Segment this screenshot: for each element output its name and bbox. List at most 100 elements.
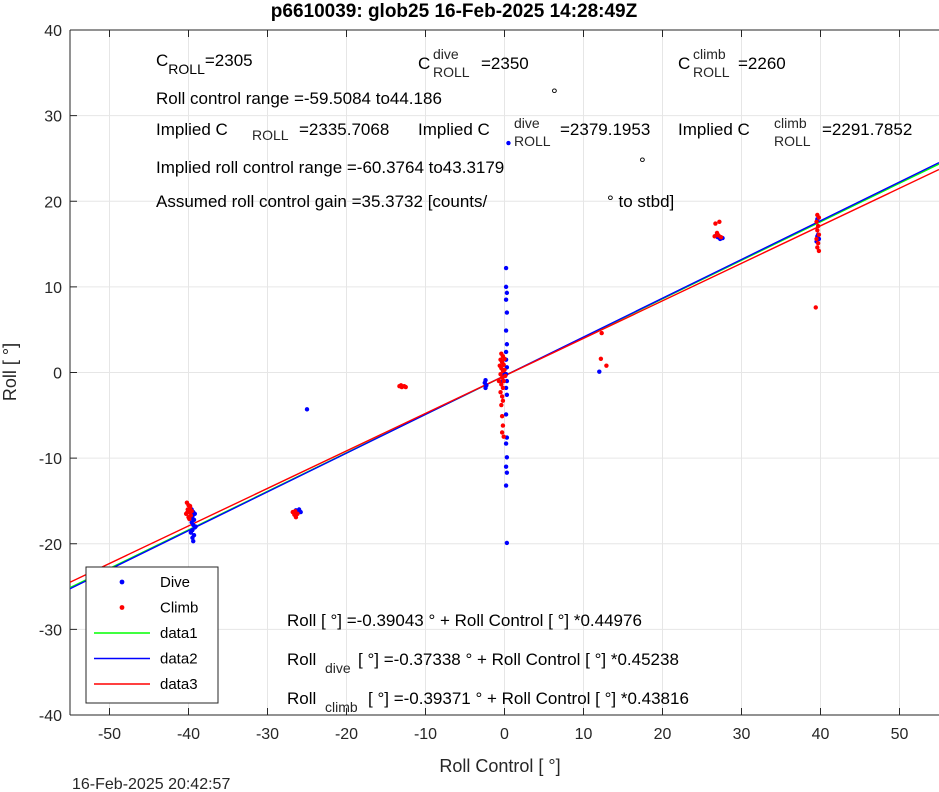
x-tick-label: -50 bbox=[98, 726, 121, 743]
dive-point bbox=[503, 412, 509, 417]
y-tick-label: -30 bbox=[39, 622, 62, 639]
x-tick-label: -30 bbox=[256, 726, 279, 743]
dive-point bbox=[504, 455, 510, 460]
dive-point bbox=[597, 369, 602, 374]
chart-title: p6610039: glob25 16-Feb-2025 14:28:49Z bbox=[271, 1, 638, 22]
annot-implied-c-climb: Implied C bbox=[678, 120, 750, 139]
x-tick-label: -20 bbox=[335, 726, 358, 743]
y-tick-label: -20 bbox=[39, 537, 62, 554]
dive-point bbox=[503, 483, 509, 488]
annot-fit-dive-sub: dive bbox=[325, 660, 351, 676]
x-tick-label: 20 bbox=[654, 726, 672, 743]
annot-implied-c-sub: ROLL bbox=[252, 127, 289, 143]
climb-point bbox=[403, 384, 408, 390]
legend-label-data1: data1 bbox=[160, 625, 198, 642]
climb-point bbox=[816, 248, 822, 254]
climb-point bbox=[501, 378, 506, 384]
climb-point bbox=[816, 232, 822, 237]
annot-fit-climb-eq: [ °] =-0.39371 ° + Roll Control [ °] *0.… bbox=[368, 689, 689, 708]
annotations: CROLL=2305 C dive ROLL =2350 C climb ROL… bbox=[156, 46, 912, 715]
legend-label-climb: Climb bbox=[160, 600, 198, 617]
x-tick-label: 50 bbox=[891, 726, 909, 743]
climb-point bbox=[398, 383, 404, 388]
climb-point bbox=[499, 382, 504, 387]
annot-fit-climb-sub: climb bbox=[325, 699, 358, 715]
climb-point bbox=[712, 234, 717, 239]
x-tick-label: 0 bbox=[500, 726, 509, 743]
dive-point bbox=[503, 265, 509, 271]
x-tick-label: 10 bbox=[575, 726, 593, 743]
y-tick-label: -10 bbox=[39, 451, 62, 468]
dive-point bbox=[483, 385, 488, 391]
dive-point bbox=[191, 538, 196, 544]
annot-degree-1: ° bbox=[551, 85, 558, 104]
climb-point bbox=[598, 356, 604, 361]
climb-point bbox=[814, 219, 819, 224]
y-axis-title: Roll [ °] bbox=[0, 343, 20, 401]
annot-implied-c-dive-sup: dive bbox=[514, 115, 540, 131]
annot-implied-c-climb-sub: ROLL bbox=[774, 133, 811, 149]
climb-point bbox=[184, 510, 190, 516]
annot-fit-climb-label: Roll bbox=[287, 689, 316, 708]
annot-fit-dive-eq: [ °] =-0.37338 ° + Roll Control [ °] *0.… bbox=[358, 650, 679, 669]
dive-point bbox=[504, 392, 510, 397]
legend-label-dive: Dive bbox=[160, 574, 190, 591]
dive-point bbox=[503, 464, 509, 469]
climb-point bbox=[498, 372, 503, 377]
annot-c-dive-sub: ROLL bbox=[433, 64, 470, 80]
dive-point bbox=[504, 540, 510, 546]
axes: -50 -40 -30 -20 -10 0 10 20 30 40 50 -40 -30 -20 -10 0 1… bbox=[39, 23, 939, 743]
x-axis-title: Roll Control [ °] bbox=[439, 756, 560, 776]
climb-point bbox=[500, 398, 506, 403]
climb-point bbox=[815, 245, 820, 250]
y-tick-label: 30 bbox=[44, 109, 62, 126]
annot-c-dive-sup: dive bbox=[433, 46, 459, 62]
climb-point bbox=[813, 305, 818, 310]
x-tick-label: 30 bbox=[733, 726, 751, 743]
climb-point bbox=[499, 402, 504, 408]
climb-point bbox=[189, 509, 194, 514]
footer-timestamp: 16-Feb-2025 20:42:57 bbox=[72, 776, 230, 792]
annot-c-dive-value: =2350 bbox=[481, 54, 529, 73]
annot-fit-all: Roll [ °] =-0.39043 ° + Roll Control [ °… bbox=[287, 611, 642, 630]
climb-point bbox=[187, 503, 193, 509]
scatter-points bbox=[183, 140, 822, 546]
y-tick-label: 40 bbox=[44, 23, 62, 40]
dive-point bbox=[192, 511, 198, 516]
climb-point bbox=[816, 215, 822, 220]
legend: Dive Climb data1 data2 data3 bbox=[85, 566, 219, 704]
climb-point bbox=[498, 389, 503, 395]
x-tick-label: -40 bbox=[177, 726, 200, 743]
dive-point bbox=[188, 530, 194, 535]
annot-c-dive: C bbox=[418, 54, 430, 73]
annot-control-range: Roll control range =-59.5084 to44.186 bbox=[156, 89, 442, 108]
dive-point bbox=[503, 284, 509, 290]
annot-implied-c-dive-sub: ROLL bbox=[514, 133, 551, 149]
dive-point bbox=[503, 385, 509, 391]
climb-point bbox=[501, 362, 506, 367]
dive-point bbox=[503, 349, 509, 355]
climb-point bbox=[187, 516, 192, 522]
dive-point bbox=[504, 378, 510, 384]
climb-point bbox=[502, 367, 507, 373]
y-tick-label: 20 bbox=[44, 194, 62, 211]
annot-implied-c-value: =2335.7068 bbox=[299, 120, 389, 139]
climb-point bbox=[501, 434, 506, 439]
legend-marker-dive bbox=[119, 579, 125, 585]
annot-implied-range: Implied roll control range =-60.3764 to4… bbox=[156, 158, 504, 177]
annot-fit-dive-label: Roll bbox=[287, 650, 316, 669]
dive-point bbox=[504, 342, 510, 347]
dive-point bbox=[190, 535, 195, 540]
dive-point bbox=[504, 470, 510, 475]
legend-box bbox=[85, 566, 219, 704]
dive-point bbox=[503, 328, 509, 333]
climb-point bbox=[717, 219, 722, 224]
climb-point bbox=[502, 356, 507, 361]
climb-point bbox=[503, 373, 508, 379]
climb-point bbox=[292, 509, 298, 514]
climb-point bbox=[815, 228, 820, 233]
climb-point bbox=[293, 515, 299, 520]
climb-point bbox=[815, 223, 821, 229]
dive-point bbox=[503, 441, 509, 446]
